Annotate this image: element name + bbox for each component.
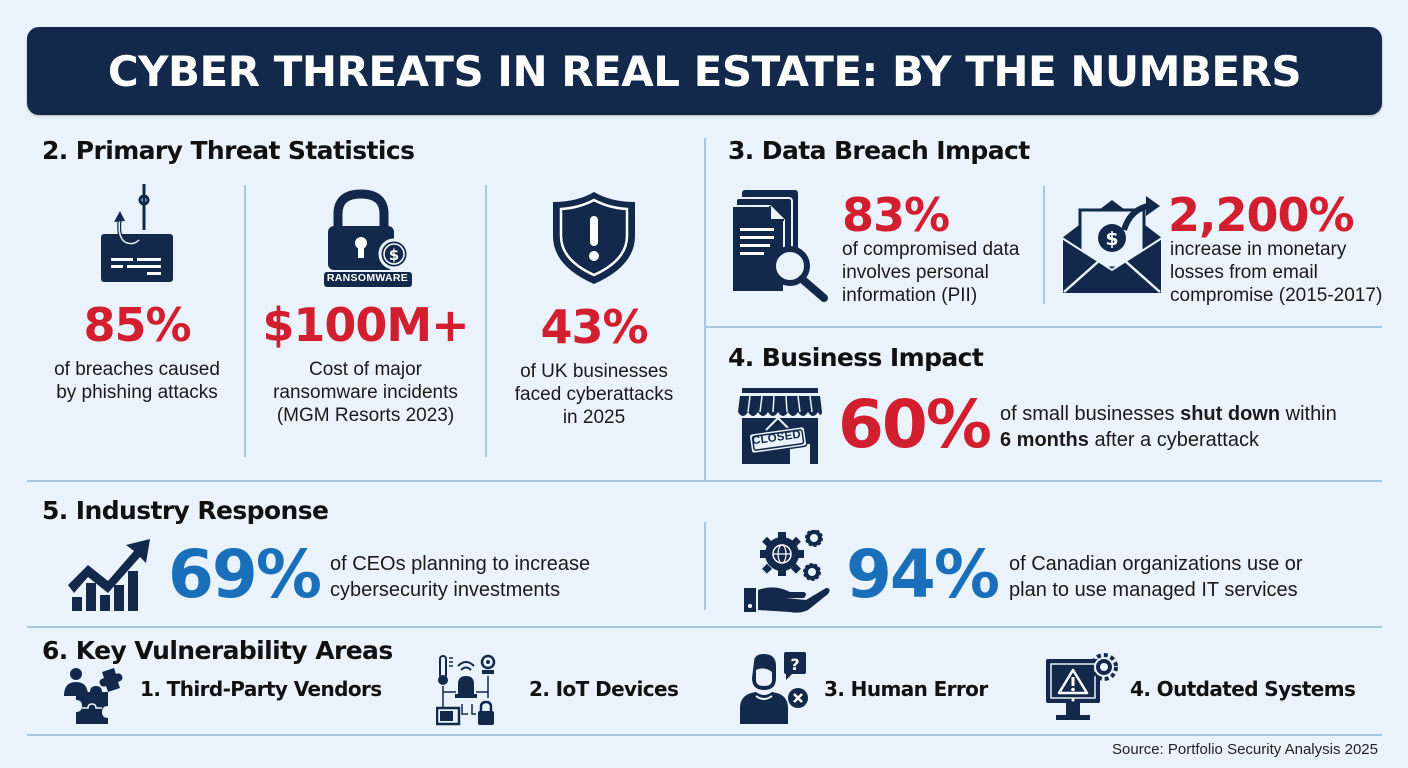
stat-value: $100M+ <box>262 298 469 352</box>
stat-ransomware: $ RANSOMWARE $100M+ Cost of major ransom… <box>246 188 485 427</box>
stat-description: of CEOs planning to increase cybersecuri… <box>330 553 591 601</box>
growth-chart-icon <box>64 537 152 613</box>
closed-store-icon <box>736 386 824 466</box>
stat-value: 69% <box>168 536 322 613</box>
stat-description: of UK businesses faced cyberattacks in 2… <box>514 361 674 428</box>
divider <box>1043 186 1045 304</box>
stat-description: of small businesses shut down within 6 m… <box>1000 403 1337 451</box>
documents-search-icon <box>730 188 830 303</box>
shield-alert-icon <box>549 190 639 290</box>
stat-description: increase in monetary losses from email c… <box>1170 239 1383 306</box>
human-error-icon: ? <box>738 652 814 726</box>
puzzle-vendor-icon <box>62 666 126 726</box>
managed-services-icon <box>744 530 832 614</box>
divider <box>704 138 706 480</box>
divider <box>704 522 706 610</box>
svg-text:?: ? <box>790 655 799 674</box>
stat-uk-businesses: 43% of UK businesses faced cyberattacks … <box>487 190 701 429</box>
svg-text:$: $ <box>388 246 398 264</box>
vulnerability-label: 4. Outdated Systems <box>1130 677 1356 701</box>
email-money-icon: $ <box>1060 190 1165 296</box>
divider <box>27 480 1382 482</box>
vulnerability-label: 3. Human Error <box>824 677 988 701</box>
section-heading-business-impact: 4. Business Impact <box>728 343 984 372</box>
svg-text:$: $ <box>1105 228 1118 250</box>
title-banner: CYBER THREATS IN REAL ESTATE: BY THE NUM… <box>27 27 1382 115</box>
divider <box>485 185 487 457</box>
divider <box>27 734 1382 736</box>
iot-devices-icon <box>436 654 496 726</box>
divider <box>706 326 1382 328</box>
stat-value: 43% <box>540 300 648 354</box>
stat-value: 60% <box>838 386 992 463</box>
page-title: CYBER THREATS IN REAL ESTATE: BY THE NUM… <box>107 46 1302 96</box>
stat-description: of breaches caused by phishing attacks <box>54 359 220 403</box>
divider <box>244 185 246 457</box>
vulnerability-label: 2. IoT Devices <box>529 677 679 701</box>
stat-description: Cost of major ransomware incidents (MGM … <box>273 359 458 426</box>
section-heading-industry-response: 5. Industry Response <box>42 496 329 525</box>
stat-phishing: 85% of breaches caused by phishing attac… <box>30 182 244 404</box>
stat-value: 85% <box>83 298 191 352</box>
stat-value: 83% <box>842 188 950 242</box>
stat-description: of compromised data involves personal in… <box>842 239 1020 306</box>
source-note: Source: Portfolio Security Analysis 2025 <box>1112 741 1378 758</box>
ransomware-label: RANSOMWARE <box>326 272 409 284</box>
phishing-hook-icon <box>97 182 177 290</box>
ransomware-lock-icon: $ <box>316 188 416 290</box>
divider <box>27 626 1382 628</box>
section-heading-data-breach: 3. Data Breach Impact <box>728 136 1030 165</box>
outdated-system-icon <box>1044 653 1120 725</box>
section-heading-primary-threats: 2. Primary Threat Statistics <box>42 136 415 165</box>
vulnerability-label: 1. Third-Party Vendors <box>140 677 382 701</box>
stat-value: 94% <box>846 536 1000 613</box>
section-heading-vulnerabilities: 6. Key Vulnerability Areas <box>42 636 393 665</box>
stat-value: 2,200% <box>1168 188 1355 242</box>
stat-description: of Canadian organizations use or plan to… <box>1009 553 1303 601</box>
